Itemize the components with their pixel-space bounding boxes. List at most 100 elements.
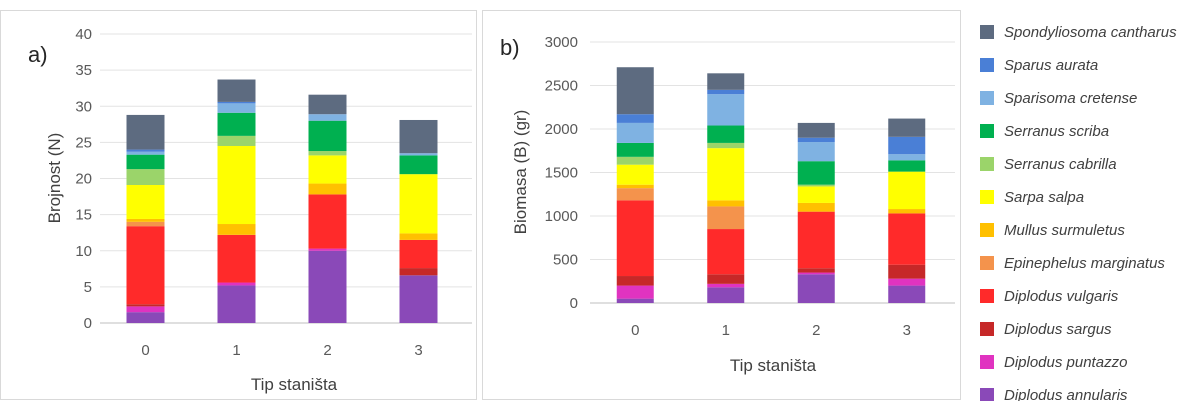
chart-b-bar-segment	[797, 184, 835, 187]
legend-label: Sparus aurata	[1004, 57, 1098, 74]
legend-label: Sparisoma cretense	[1004, 90, 1137, 107]
chart-a-bar-segment	[217, 101, 256, 104]
chart-b-bar-segment	[616, 67, 654, 115]
chart-b-bar-segment	[707, 287, 745, 303]
chart-a-bar-segment	[126, 218, 165, 222]
chart-b-bar-segment	[616, 114, 654, 123]
chart-b-bar-segment	[707, 274, 745, 284]
chart-b-bar-segment	[707, 200, 745, 207]
chart-a-x-tick-label: 1	[232, 342, 240, 359]
panel-b-label: b)	[500, 35, 520, 60]
chart-a-bar-segment	[399, 268, 438, 276]
chart-a-y-tick-label: 0	[84, 315, 92, 332]
chart-a-bar-segment	[399, 155, 438, 175]
chart-a-bar-segment	[126, 149, 165, 152]
chart-a-x-tick-label: 2	[323, 342, 331, 359]
chart-b-bar-segment	[616, 184, 654, 189]
chart-a-bar-segment	[217, 285, 256, 323]
chart-b-bar-segment	[797, 274, 835, 303]
chart-b-bar-segment	[888, 264, 926, 279]
chart-a-bar-segment	[217, 103, 256, 113]
chart-b-bar-segment	[797, 161, 835, 185]
legend-swatch	[980, 223, 994, 237]
chart-b-bar-segment	[707, 148, 745, 201]
legend-label: Diplodus annularis	[1004, 387, 1128, 401]
chart-a-bar-segment	[217, 234, 256, 283]
chart-a-bar-segment	[217, 145, 256, 225]
legend-label: Epinephelus marginatus	[1004, 255, 1165, 272]
chart-a-x-tick-label: 0	[141, 342, 149, 359]
chart-a-bar-segment	[399, 275, 438, 323]
legend-swatch	[980, 124, 994, 138]
chart-a-bar-segment	[399, 119, 438, 154]
chart-b-x-tick-label: 0	[631, 322, 639, 339]
legend-label: Serranus cabrilla	[1004, 156, 1117, 173]
chart-b-bar-segment	[707, 142, 745, 149]
chart-a-bar-segment	[399, 153, 438, 156]
chart-a-y-tick-label: 15	[75, 207, 92, 224]
chart-b-bar-segment	[616, 122, 654, 143]
chart-b: 0 500 1000 1500 2000 2500 3000 0 1 2 3	[545, 34, 955, 339]
chart-b-bar-segment	[707, 73, 745, 90]
chart-a-bar-segment	[126, 226, 165, 305]
chart-b-bar-segment	[888, 209, 926, 214]
chart-a: 0 5 10 15 20 25 30 35 40 0 1 2 3	[75, 26, 472, 359]
chart-b-bar-segment	[797, 202, 835, 212]
chart-b-bar-segment	[797, 211, 835, 269]
chart-a-y-tick-label: 10	[75, 243, 92, 260]
chart-b-bar-segment	[797, 142, 835, 162]
chart-b-y-tick-label: 3000	[545, 34, 578, 51]
chart-a-x-title: Tip staništa	[251, 375, 338, 394]
chart-b-bar-segment	[616, 285, 654, 299]
chart-b-bar-segment	[616, 188, 654, 201]
chart-b-x-tick-label: 1	[722, 322, 730, 339]
legend-swatch	[980, 190, 994, 204]
chart-b-bar-segment	[707, 94, 745, 126]
chart-b-bar-segment	[797, 122, 835, 138]
chart-b-bar-segment	[888, 278, 926, 286]
chart-a-bar-segment	[399, 239, 438, 269]
legend-swatch	[980, 25, 994, 39]
chart-b-bar-segment	[616, 276, 654, 286]
chart-b-bar-segment	[888, 136, 926, 155]
chart-a-bar-segment	[308, 155, 347, 184]
chart-a-bar-segment	[308, 94, 347, 115]
legend-swatch	[980, 157, 994, 171]
legend-label: Serranus scriba	[1004, 123, 1109, 140]
chart-a-bar-segment	[126, 221, 165, 227]
chart-b-bar-segment	[616, 142, 654, 157]
chart-a-y-tick-label: 25	[75, 134, 92, 151]
chart-b-bar-segment	[616, 298, 654, 303]
chart-b-bar-segment	[797, 272, 835, 275]
chart-a-bar-segment	[217, 224, 256, 235]
chart-a-bar-segment	[126, 169, 165, 186]
chart-b-bar-segment	[888, 213, 926, 265]
legend-label: Diplodus puntazzo	[1004, 354, 1127, 371]
chart-a-bar-segment	[126, 114, 165, 150]
chart-b-y-tick-label: 500	[553, 252, 578, 269]
chart-b-bar-segment	[616, 164, 654, 185]
chart-a-y-tick-label: 5	[84, 279, 92, 296]
chart-a-y-tick-label: 20	[75, 171, 92, 188]
chart-b-bar-segment	[616, 156, 654, 165]
legend-swatch	[980, 91, 994, 105]
chart-b-bar-segment	[797, 186, 835, 203]
legend-swatch	[980, 322, 994, 336]
chart-b-bar-segment	[707, 125, 745, 143]
chart-a-bar-segment	[217, 135, 256, 146]
chart-a-bar-segment	[308, 114, 347, 121]
chart-a-bar-segment	[126, 312, 165, 323]
legend: Spondyliosoma cantharus Sparus aurata Spar…	[980, 24, 1177, 401]
chart-b-x-title: Tip staništa	[730, 356, 817, 375]
chart-a-x-tick-label: 3	[414, 342, 422, 359]
panel-a-label: a)	[28, 42, 48, 67]
chart-a-bar-segment	[308, 248, 347, 251]
chart-a-bar-segment	[217, 282, 256, 286]
chart-a-y-tick-label: 35	[75, 62, 92, 79]
chart-a-bar-segment	[217, 79, 256, 102]
chart-b-y-tick-label: 2000	[545, 121, 578, 138]
chart-a-bar-segment	[126, 304, 165, 307]
legend-swatch	[980, 58, 994, 72]
chart-b-y-title: Biomasa (B) (gr)	[511, 110, 530, 235]
